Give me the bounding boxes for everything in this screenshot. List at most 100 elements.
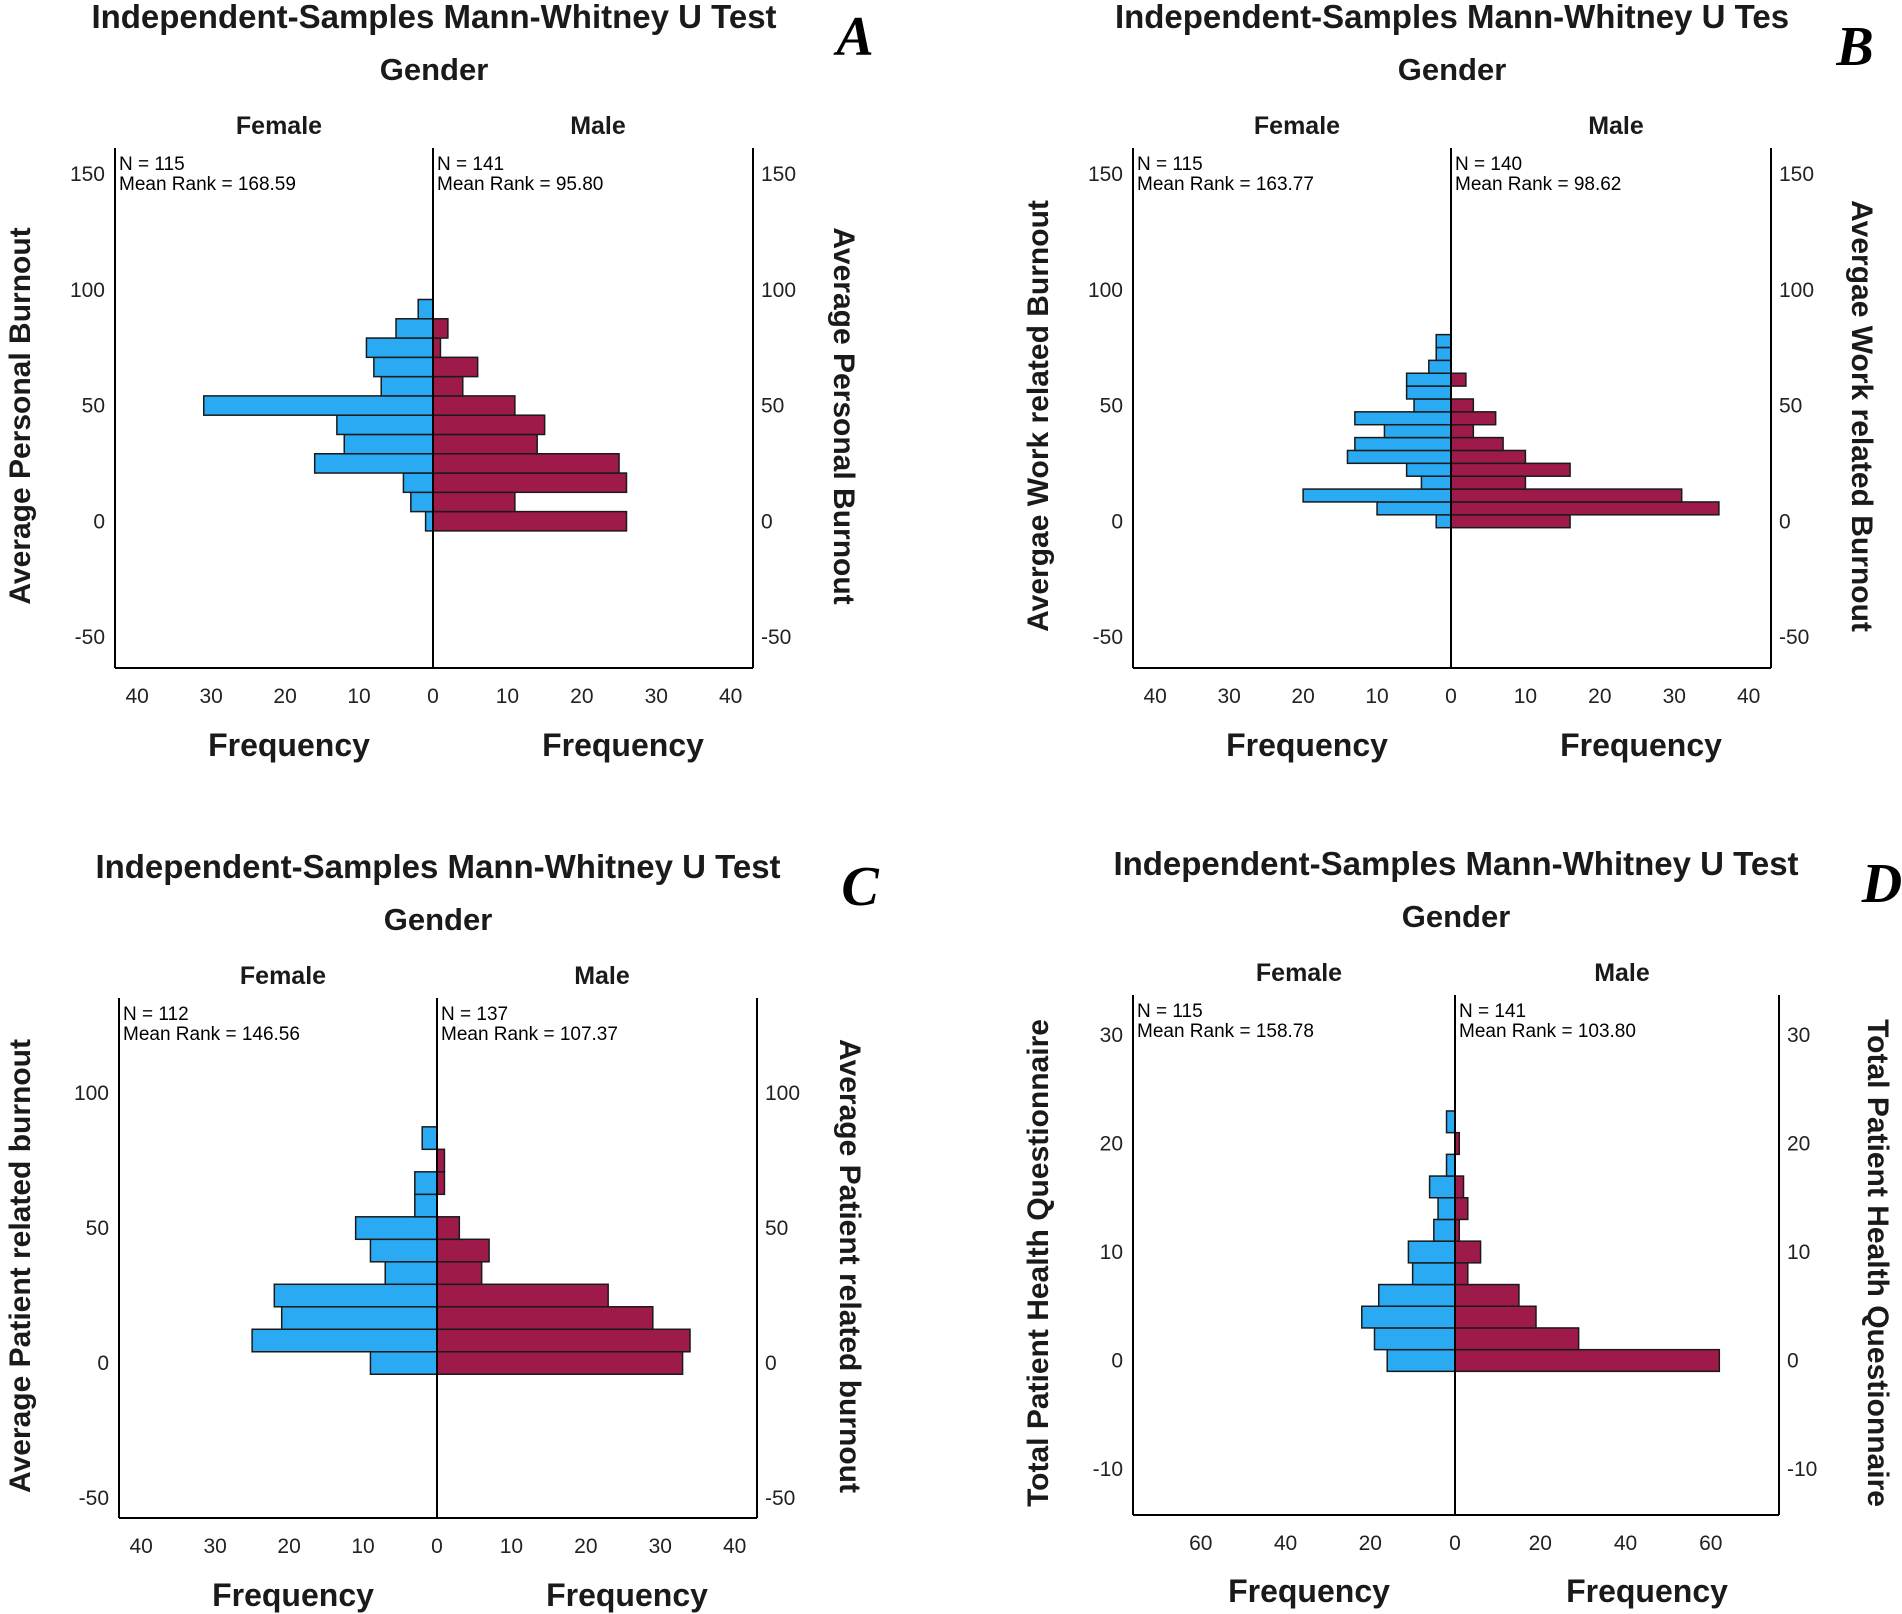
y-tick-label-left: 50 <box>82 395 105 418</box>
y-tick-label-right: -10 <box>1787 1458 1817 1481</box>
male-n: N = 140 <box>1455 154 1522 175</box>
y-tick-label-left: 0 <box>93 510 105 533</box>
male-bar <box>1454 1262 1469 1286</box>
x-tick-label-male: 30 <box>649 1535 672 1558</box>
female-mean-rank: Mean Rank = 158.78 <box>1137 1021 1314 1042</box>
female-bar <box>402 472 434 494</box>
y-tick-label-right: -50 <box>1779 626 1809 649</box>
male-bar <box>432 318 449 339</box>
x-tick-label-female: 10 <box>347 685 370 708</box>
x-axis-label-female: Frequency <box>1226 727 1388 763</box>
chart-subtitle: Gender <box>384 902 493 937</box>
x-tick-label-female: 0 <box>427 685 439 708</box>
x-axis-label-male: Frequency <box>1566 1573 1728 1609</box>
x-tick-label-female: 20 <box>1359 1532 1382 1555</box>
chart-subtitle: Gender <box>380 52 489 87</box>
male-bar <box>436 1328 691 1353</box>
female-bar <box>1376 501 1452 516</box>
x-tick-label-female: 40 <box>130 1535 153 1558</box>
female-bar <box>417 298 434 320</box>
x-tick-label-female: 10 <box>1365 685 1388 708</box>
x-tick-label-male: 20 <box>1588 685 1611 708</box>
male-bar <box>432 395 516 416</box>
female-bar <box>1411 1262 1456 1286</box>
y-tick-label-right: 0 <box>1779 510 1791 533</box>
x-tick-label-female: 0 <box>1445 685 1457 708</box>
female-bar <box>273 1283 438 1308</box>
x-tick-label-male: 40 <box>1737 685 1760 708</box>
group-label-female: Female <box>1256 959 1342 987</box>
male-bar <box>436 1351 684 1375</box>
male-bar <box>1450 398 1475 413</box>
female-bar <box>1383 423 1452 439</box>
y-axis-label-right: Avergae Work related Burnout <box>1845 200 1878 632</box>
y-tick-label-right: 20 <box>1787 1133 1810 1156</box>
x-tick-label-male: 30 <box>645 685 668 708</box>
y-tick-label-left: 0 <box>1111 510 1123 533</box>
y-tick-label-right: 0 <box>1787 1350 1799 1373</box>
x-axis-label-male: Frequency <box>546 1577 708 1613</box>
male-n: N = 141 <box>437 154 504 175</box>
male-bar <box>1454 1197 1469 1221</box>
y-axis-label-right: Average Patient related burnout <box>833 1039 866 1493</box>
x-tick-label-male: 10 <box>496 685 519 708</box>
y-axis-label-left: Average Patient related burnout <box>4 1039 37 1493</box>
y-tick-label-left: 100 <box>70 279 105 302</box>
female-bar <box>369 1351 438 1375</box>
male-bar <box>432 337 442 359</box>
male-bar <box>432 356 479 378</box>
male-bar <box>432 472 628 494</box>
x-tick-label-male: 20 <box>574 1535 597 1558</box>
male-bar <box>1454 1348 1721 1373</box>
female-bar <box>1405 372 1452 387</box>
group-label-male: Male <box>1594 959 1650 987</box>
male-bar <box>436 1238 490 1263</box>
y-tick-label-left: 10 <box>1100 1241 1123 1264</box>
female-bar <box>1405 462 1452 477</box>
female-bar <box>1407 1240 1456 1264</box>
female-mean-rank: Mean Rank = 168.59 <box>119 174 296 195</box>
x-tick-label-female: 40 <box>1144 685 1167 708</box>
x-tick-label-male: 40 <box>1614 1532 1637 1555</box>
x-tick-label-female: 20 <box>1291 685 1314 708</box>
female-bar <box>1346 449 1452 465</box>
chart-title: Independent-Samples Mann-Whitney U Test <box>1113 845 1798 882</box>
panel-d: Independent-Samples Mann-Whitney U Test G… <box>1022 845 1902 1609</box>
y-tick-label-left: 100 <box>74 1082 109 1105</box>
female-bar <box>336 414 434 436</box>
female-bar <box>1435 346 1452 362</box>
y-axis-label-right: Total Patient Health Questionnaire <box>1861 1019 1894 1507</box>
female-bar <box>373 356 434 378</box>
x-axis-label-female: Frequency <box>208 727 370 763</box>
female-n: N = 112 <box>123 1004 189 1025</box>
y-tick-label-left: -50 <box>75 626 105 649</box>
x-tick-label-male: 10 <box>1514 685 1537 708</box>
female-bar <box>202 395 434 416</box>
male-mean-rank: Mean Rank = 98.62 <box>1455 174 1621 195</box>
male-bar <box>1450 423 1475 439</box>
y-axis-label-left: Average Personal Burnout <box>4 227 37 604</box>
x-tick-label-female: 30 <box>1217 685 1240 708</box>
female-bar <box>1373 1327 1456 1351</box>
female-bar <box>343 433 434 455</box>
panel-letter: C <box>841 856 879 918</box>
male-bar <box>1450 501 1720 516</box>
y-axis-label-left: Total Patient Health Questionnaire <box>1022 1019 1055 1507</box>
male-bar <box>1450 514 1571 529</box>
female-bar <box>1377 1283 1456 1307</box>
female-bar <box>280 1306 438 1331</box>
y-tick-label-right: 0 <box>765 1352 777 1375</box>
y-tick-label-right: 30 <box>1787 1024 1810 1047</box>
female-n: N = 115 <box>1137 154 1203 175</box>
male-bar <box>432 510 628 532</box>
panel-letter: A <box>833 6 873 68</box>
female-n: N = 115 <box>119 154 185 175</box>
x-tick-label-female: 40 <box>126 685 149 708</box>
female-bar <box>395 318 434 339</box>
group-label-male: Male <box>574 962 630 990</box>
male-n: N = 141 <box>1459 1001 1526 1022</box>
male-bar <box>432 375 464 397</box>
female-bar <box>1435 333 1452 349</box>
female-bar <box>1386 1348 1456 1373</box>
female-bar <box>424 510 434 532</box>
